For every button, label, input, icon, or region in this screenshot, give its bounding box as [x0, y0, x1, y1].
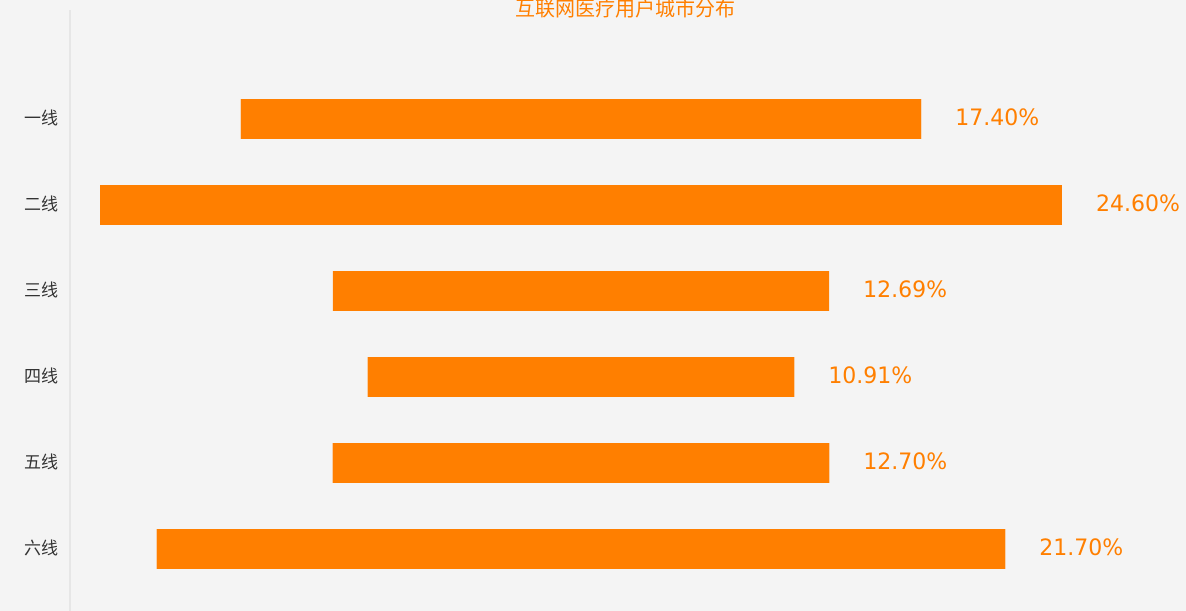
y-tick-label: 六线 [24, 539, 58, 559]
value-label: 17.40% [955, 106, 1039, 131]
y-tick-label: 一线 [24, 109, 58, 129]
y-tick-label: 四线 [24, 367, 58, 387]
value-label: 10.91% [828, 364, 912, 389]
bar [240, 99, 922, 139]
bar [332, 271, 830, 311]
bar [367, 357, 795, 397]
value-label: 21.70% [1039, 536, 1123, 561]
y-tick-label: 五线 [24, 453, 58, 473]
y-tick-label: 三线 [24, 281, 58, 301]
y-tick-label: 二线 [24, 195, 58, 215]
chart-title: 互联网医疗用户城市分布 [515, 0, 735, 21]
value-label: 12.69% [863, 278, 947, 303]
value-label: 12.70% [863, 450, 947, 475]
value-label: 24.60% [1096, 192, 1180, 217]
bar [156, 529, 1006, 569]
bar [332, 443, 830, 483]
bar [100, 185, 1062, 225]
